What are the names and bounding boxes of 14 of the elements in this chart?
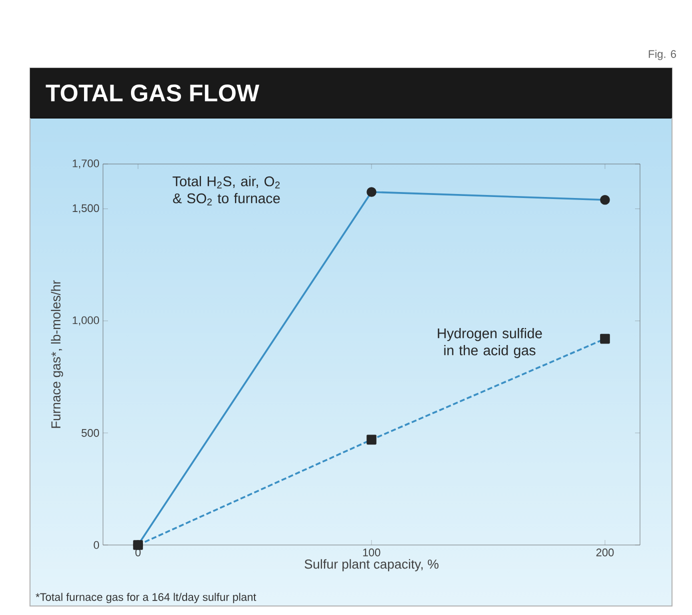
chart-title: TOTAL GAS FLOW: [46, 84, 260, 102]
y-tick-label: 1,000: [72, 316, 100, 326]
y-axis-title: Furnace gas*, lb-moles/hr: [50, 280, 64, 428]
x-axis-title: Sulfur plant capacity, %: [304, 559, 438, 572]
caption: Fig. 6: [648, 50, 676, 60]
series-label: Hydrogen sulfide in the acid gas: [438, 328, 542, 358]
y-tick-label: 1,700: [72, 159, 100, 169]
x-tick-label: 200: [596, 548, 614, 556]
x-tick-label: 100: [363, 548, 380, 556]
y-tick-label: 1,500: [72, 204, 100, 214]
text: Total H$_{2}$S, air, O$_{2}$ & SO$_{2}$ to furnace: [172, 176, 280, 206]
text: *Total furnace gas for a 164 lt/day sulfur plant: [36, 592, 256, 604]
y-tick-label: 500: [82, 429, 100, 437]
y-tick-label: 0: [94, 541, 100, 549]
